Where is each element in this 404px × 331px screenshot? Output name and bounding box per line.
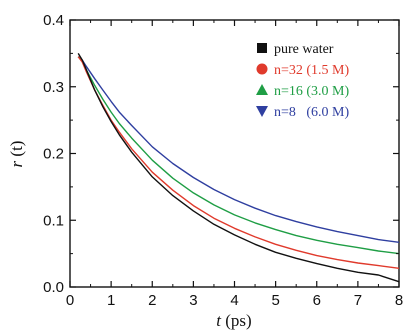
series-line xyxy=(77,56,400,243)
x-tick-label: 3 xyxy=(189,292,197,309)
legend: pure water n=32 (1.5 M) n=16 (3.0 M) n=8 (6… xyxy=(256,42,350,120)
x-tick-label: 7 xyxy=(354,292,362,309)
x-tick-label: 4 xyxy=(230,292,238,309)
y-tick-label: 0.4 xyxy=(43,12,64,29)
y-axis-variable: r xyxy=(7,160,26,167)
y-axis-title: r (t) xyxy=(7,141,26,168)
legend-marker-triangle-up xyxy=(256,84,268,95)
legend-label: n=8 (6.0 M) xyxy=(274,105,350,120)
legend-marker-square xyxy=(257,43,267,53)
x-tick-label: 6 xyxy=(313,292,321,309)
x-tick-label: 8 xyxy=(395,292,403,309)
x-axis-variable: t xyxy=(216,311,222,330)
y-axis-argument: (t) xyxy=(7,141,26,161)
series-line xyxy=(77,56,400,255)
x-tick-label: 0 xyxy=(66,292,74,309)
x-tick-label: 1 xyxy=(107,292,115,309)
legend-marker-circle xyxy=(256,63,268,75)
tick-layer xyxy=(69,19,400,288)
x-axis-unit: (ps) xyxy=(221,311,252,330)
legend-label: n=16 (3.0 M) xyxy=(274,84,350,99)
legend-marker-triangle-down xyxy=(256,106,268,117)
y-tick-label: 0.1 xyxy=(43,212,64,229)
x-axis-title: t (ps) xyxy=(216,311,251,330)
series-line xyxy=(77,53,400,283)
legend-label: pure water xyxy=(274,42,334,57)
y-tick-label: 0.2 xyxy=(43,146,64,163)
tick-labels: 0 1 2 3 4 5 6 7 8 0.0 0.1 0.2 0.3 0.4 xyxy=(43,12,403,309)
plot-area xyxy=(69,19,400,288)
x-tick-label: 2 xyxy=(148,292,156,309)
x-tick-label: 5 xyxy=(271,292,279,309)
y-tick-label: 0.0 xyxy=(43,279,64,296)
series-layer xyxy=(77,53,400,283)
y-tick-label: 0.3 xyxy=(43,79,64,96)
legend-label: n=32 (1.5 M) xyxy=(274,63,350,78)
